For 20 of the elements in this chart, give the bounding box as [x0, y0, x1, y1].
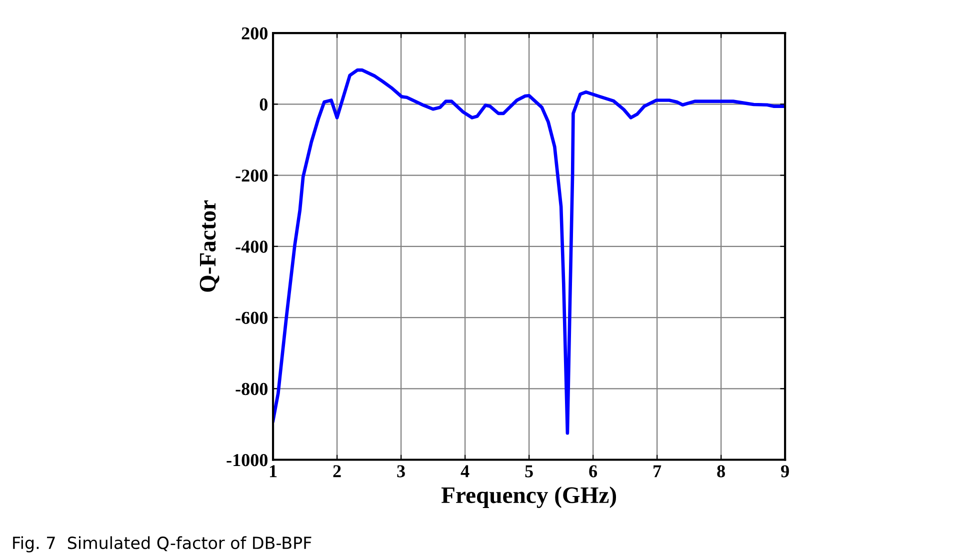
x-tick-label: 8 [717, 465, 725, 478]
y-axis-title: Q-Factor [200, 200, 220, 292]
y-tick-label: 0 [260, 98, 268, 111]
y-tick-label: -200 [236, 170, 268, 182]
x-tick-label: 6 [589, 465, 598, 478]
x-axis-title: Frequency (GHz) [441, 486, 616, 508]
x-tick-label: 9 [781, 465, 789, 478]
x-tick-label: 4 [460, 465, 470, 478]
x-tick-label: 1 [270, 465, 277, 478]
x-tick-label: 2 [333, 465, 341, 478]
y-tick-label: 200 [242, 27, 268, 40]
x-tick-label: 3 [397, 465, 405, 478]
line-series [273, 68, 786, 435]
y-tick-label: -400 [236, 240, 268, 253]
x-tick-label: 5 [525, 465, 533, 478]
y-tick-label: -1000 [226, 454, 268, 466]
y-tick-label: -600 [236, 312, 268, 324]
caption: Fig. 7 Simulated Q-factor of DB-BPF [13, 536, 312, 552]
x-tick-label: 7 [654, 465, 662, 478]
y-tick-label: -800 [236, 382, 268, 396]
